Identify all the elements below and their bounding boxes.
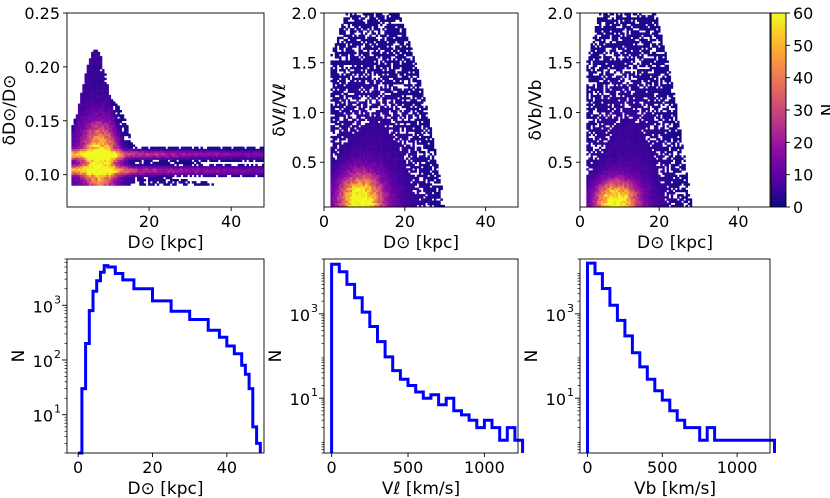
hist-vl-xlabel: Vℓ [km/s] <box>382 479 460 498</box>
hist2d-vl-err-axes-frame <box>323 12 519 208</box>
hist-dist-ylabel: N <box>9 350 29 363</box>
hist-vl-x-ticks: 0 500 1000 <box>327 453 505 477</box>
hist2d-vb-err-xtick-label: 20 <box>649 212 669 231</box>
hist-dist-ytick-exponent: 1 <box>54 403 61 416</box>
hist-dist-xlabel: D⊙ [kpc] <box>128 479 204 498</box>
hist-vb-ytick-exponent: 1 <box>567 386 574 399</box>
hist2d-dist-err-axes-frame <box>66 12 265 208</box>
hist2d-vb-err-y-ticks: 0.5 1.0 1.5 2.0 <box>548 4 580 172</box>
hist2d-vl-err-ytick-label: 2.0 <box>292 4 317 23</box>
hist2d-vl-err-xlabel: D⊙ [kpc] <box>383 233 459 253</box>
hist2d-vl-err-xtick-label: 0 <box>319 212 329 231</box>
hist2d-vb-err-xtick-label: 40 <box>728 212 748 231</box>
hist2d-vl-err-ylabel: δVℓ/Vℓ <box>270 83 290 136</box>
hist2d-vb-err-ytick-label: 0.5 <box>548 153 573 172</box>
hist2d-dist-err-xtick-label: 40 <box>221 212 241 231</box>
hist2d-dist-err-ytick-label: 0.25 <box>24 4 60 23</box>
colorbar-tick-label: 30 <box>793 101 813 120</box>
hist-dist-step-line <box>78 264 262 455</box>
colorbar-tick-label: 40 <box>793 69 813 88</box>
hist2d-vl-err-heatmap-cells <box>330 13 446 208</box>
hist2d-vb-err-axes-frame <box>579 12 771 208</box>
hist-vl-xtick-label: 0 <box>327 458 337 477</box>
hist2d-dist-err-xtick-label: 20 <box>139 212 159 231</box>
hist-vl-ytick-label: 10 <box>290 390 310 409</box>
colorbar-tick-label: 20 <box>793 133 813 152</box>
hist-vb-ytick-label: 10 <box>546 306 566 325</box>
hist2d-dist-err-y-ticks: 0.10 0.15 0.20 0.25 <box>24 4 67 185</box>
hist-dist-xtick-label: 0 <box>73 458 83 477</box>
colorbar-label: N <box>816 104 830 117</box>
hist-dist-x-ticks: 0 20 40 <box>73 453 237 477</box>
colorbar-gradient <box>770 12 787 208</box>
hist-vb-xtick-label: 1000 <box>717 458 758 477</box>
hist-vl-axes-frame <box>323 258 519 454</box>
hist-vb-step-line <box>586 261 776 453</box>
hist2d-vb-err-ytick-label: 2.0 <box>548 4 573 23</box>
hist-vl-ytick-exponent: 1 <box>311 386 318 399</box>
hist-vb-ylabel: N <box>522 350 542 363</box>
colorbar-tick-label: 0 <box>793 198 803 217</box>
hist2d-vl-err-xtick-label: 20 <box>395 212 415 231</box>
hist2d-vl-err-x-ticks: 0 20 40 <box>319 207 496 231</box>
hist2d-vb-err-xtick-label: 0 <box>575 212 585 231</box>
hist-dist-ytick-exponent: 2 <box>54 348 61 361</box>
hist2d-vb-err-xlabel: D⊙ [kpc] <box>637 233 713 253</box>
hist2d-vl-err-y-ticks: 0.5 1.0 1.5 2.0 <box>292 4 324 172</box>
hist-dist-ytick-label: 10 <box>33 407 53 426</box>
hist2d-dist-err-x-ticks: 20 40 <box>139 207 241 231</box>
hist-vb-xtick-label: 0 <box>582 458 592 477</box>
hist2d-dist-err-ytick-label: 0.20 <box>24 58 60 77</box>
hist2d-vb-err-ylabel: δVb/Vb <box>526 80 546 141</box>
hist-vb-xtick-label: 500 <box>647 458 678 477</box>
hist-vl-xtick-label: 1000 <box>464 458 505 477</box>
hist2d-dist-err-ytick-label: 0.15 <box>24 112 60 131</box>
colorbar-tick-label: 50 <box>793 36 813 55</box>
hist-dist-axes-frame <box>66 258 265 454</box>
hist2d-dist-err-ylabel: δD⊙/D⊙ <box>0 75 20 146</box>
colorbar-tick-label: 60 <box>793 4 813 23</box>
hist-dist-ytick-exponent: 3 <box>54 293 61 306</box>
hist2d-vl-err-xtick-label: 40 <box>475 212 495 231</box>
hist-dist-ytick-label: 10 <box>33 297 53 316</box>
hist2d-vb-err-x-ticks: 0 20 40 <box>575 207 749 231</box>
hist-vb-x-ticks: 0 500 1000 <box>582 453 757 477</box>
hist-vl-ytick-label: 10 <box>290 306 310 325</box>
hist2d-vb-err-ytick-label: 1.0 <box>548 103 573 122</box>
hist-vl-xtick-label: 500 <box>393 458 424 477</box>
hist-dist-ytick-label: 10 <box>33 352 53 371</box>
hist2d-dist-err-xlabel: D⊙ [kpc] <box>128 233 204 253</box>
hist-vl-step-line <box>330 262 525 453</box>
hist-vb-ytick-label: 10 <box>546 390 566 409</box>
hist-vb-xlabel: Vb [km/s] <box>634 479 716 498</box>
hist-vl-ytick-exponent: 3 <box>311 302 318 315</box>
hist2d-dist-err-heatmap-cells <box>71 49 265 186</box>
hist-vl-ylabel: N <box>266 350 286 363</box>
hist2d-vb-err-ytick-label: 1.5 <box>548 54 573 73</box>
hist2d-vl-err-ytick-label: 1.5 <box>292 54 317 73</box>
hist-vb-ytick-exponent: 3 <box>567 302 574 315</box>
hist-dist-xtick-label: 20 <box>142 458 162 477</box>
colorbar: 0 10 20 30 40 50 60 N <box>770 4 830 217</box>
hist-dist-xtick-label: 40 <box>217 458 237 477</box>
colorbar-tick-label: 10 <box>793 166 813 185</box>
hist2d-dist-err-ytick-label: 0.10 <box>24 166 60 185</box>
hist2d-vl-err-ytick-label: 0.5 <box>292 153 317 172</box>
hist2d-vl-err-ytick-label: 1.0 <box>292 103 317 122</box>
hist2d-vb-err-heatmap-cells <box>586 13 693 208</box>
hist-vb-axes-frame <box>579 258 771 454</box>
